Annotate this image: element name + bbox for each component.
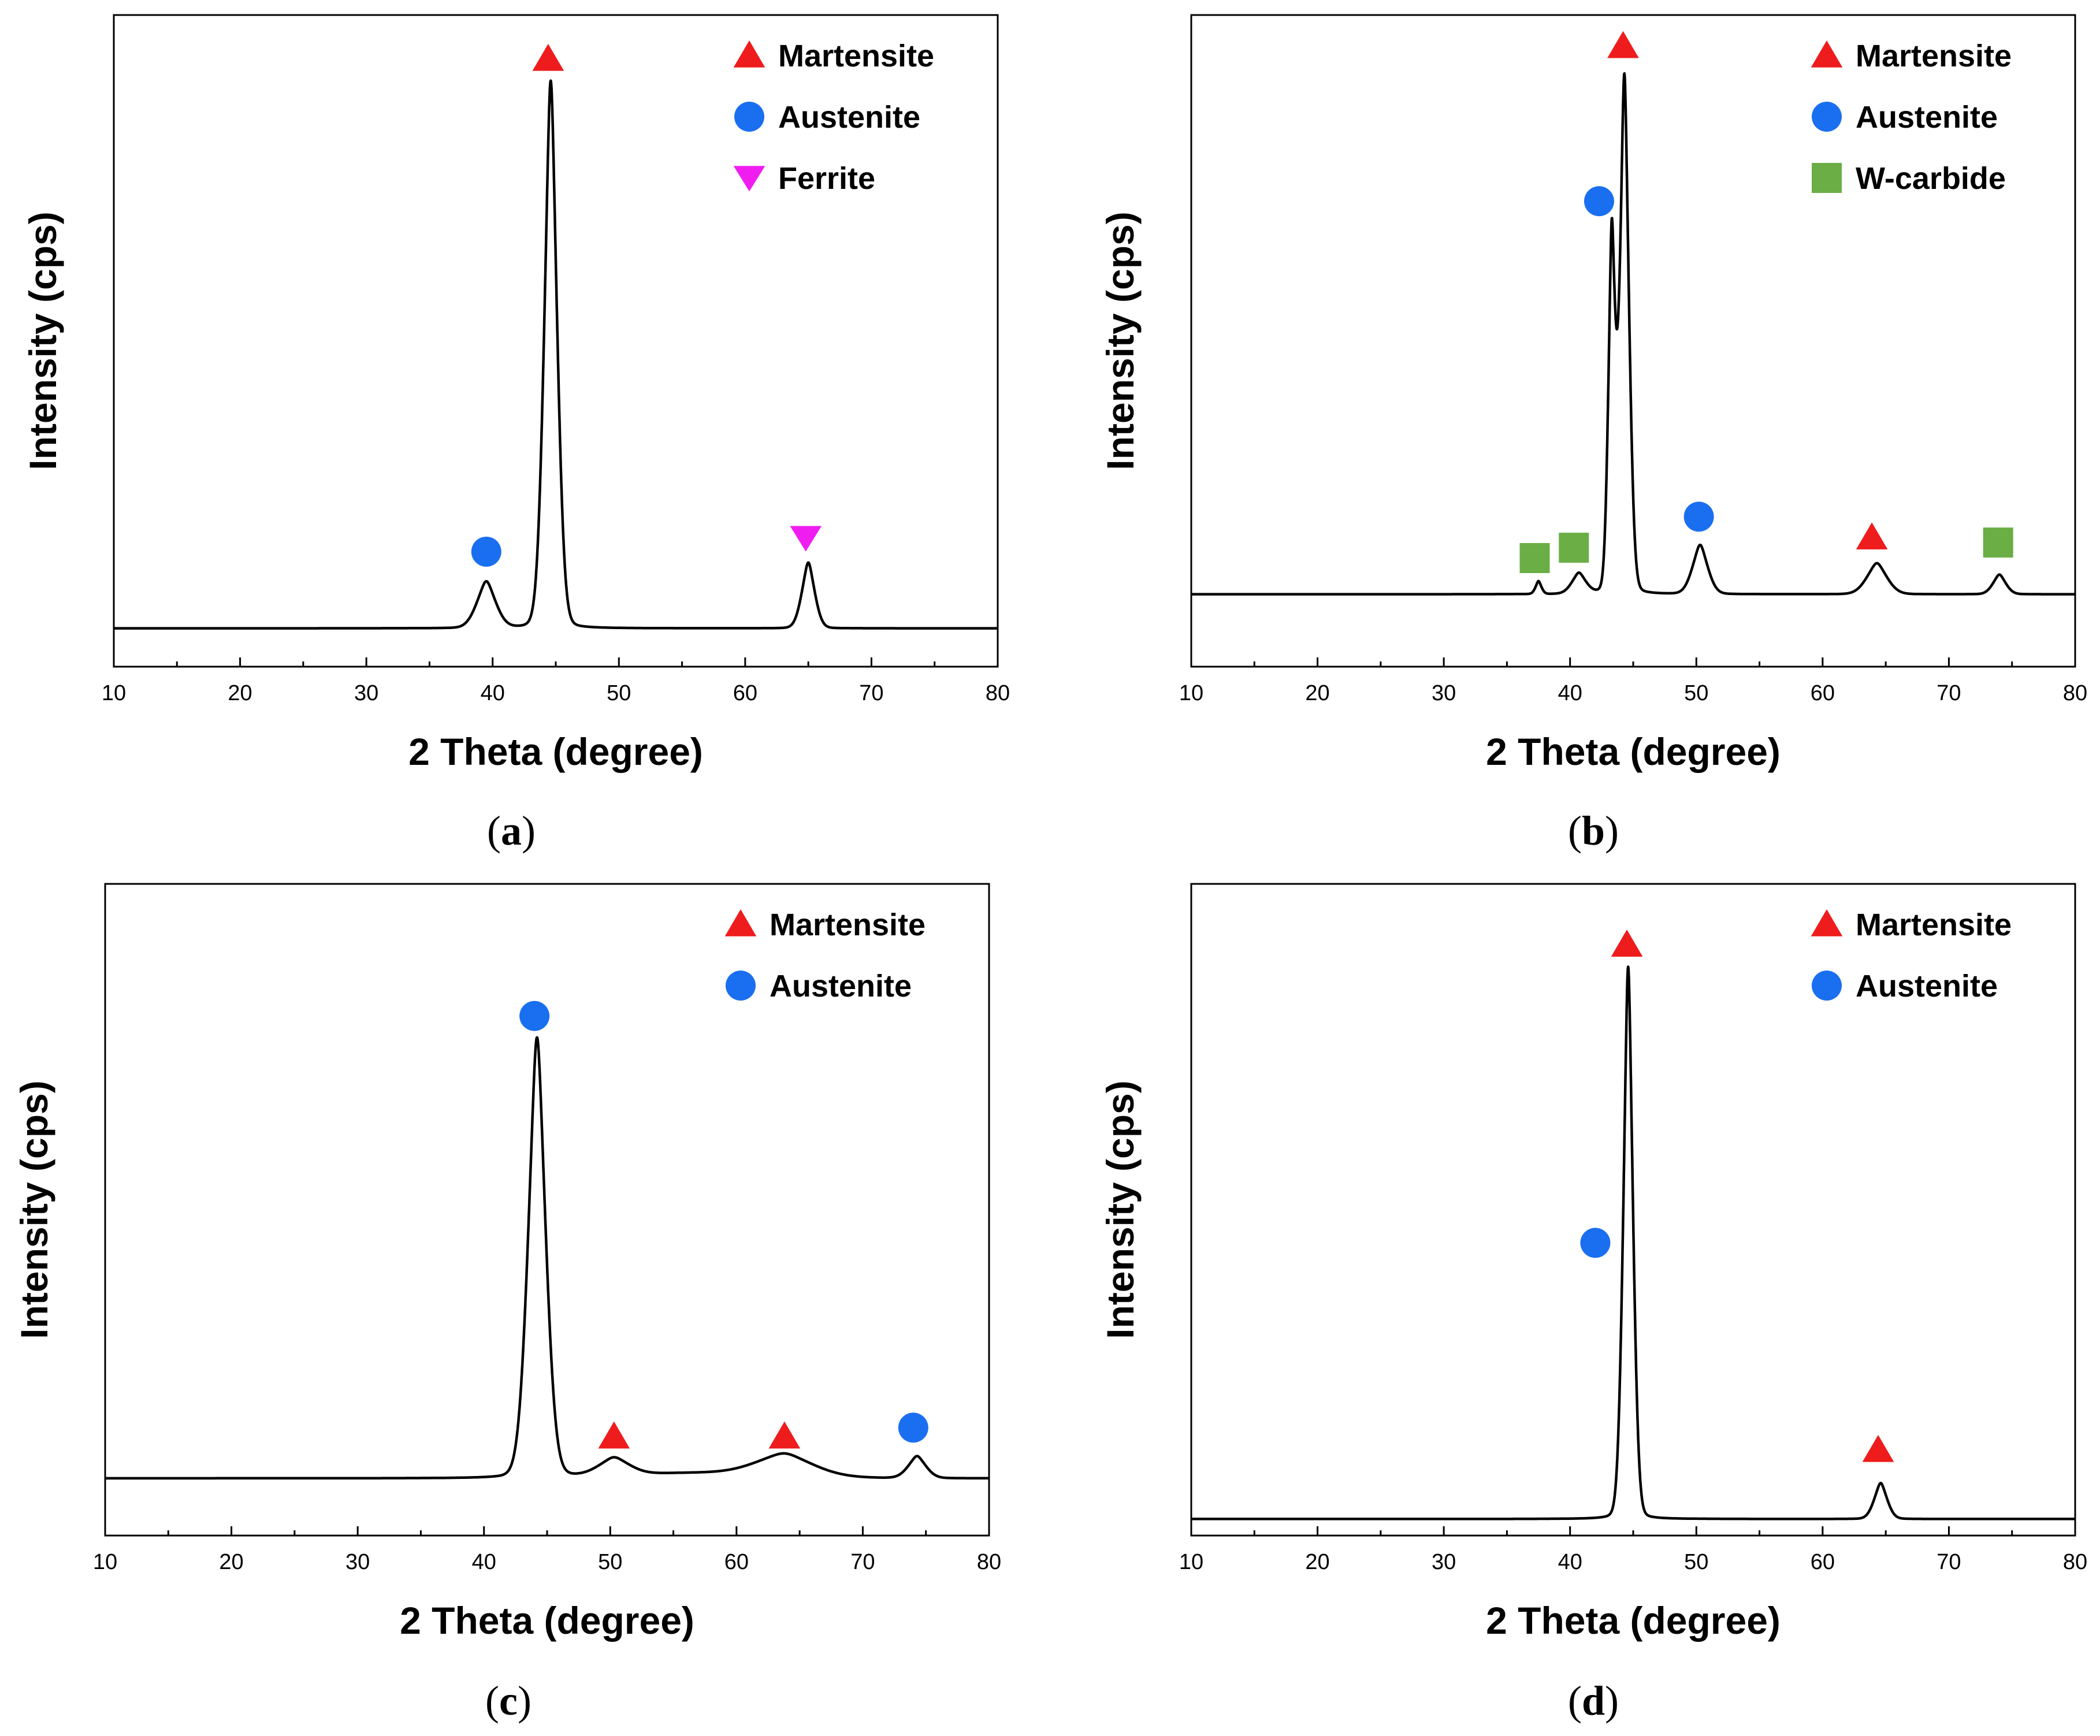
austenite-peak-marker xyxy=(1584,186,1614,217)
panel-caption: (d) xyxy=(1568,1678,1619,1724)
x-tick-label: 10 xyxy=(93,1550,117,1574)
austenite-peak-marker xyxy=(471,536,501,567)
x-tick-label: 60 xyxy=(1811,1550,1835,1574)
w-carbide-peak-marker xyxy=(1559,533,1589,563)
legend-label: W-carbide xyxy=(1856,161,2006,196)
chart-panel-a: 10 20 30 40 50 60 70 80 2 Theta (degree) Intensit… xyxy=(21,14,1010,854)
legend-label: Martensite xyxy=(1856,908,2012,942)
x-tick-label: 30 xyxy=(354,681,378,705)
xrd-pattern-line xyxy=(1190,965,2076,1521)
legend-label: Martensite xyxy=(1856,39,2012,73)
x-tick-label: 40 xyxy=(1558,681,1582,705)
legend-label: Austenite xyxy=(770,969,912,1003)
legend-marker-austenite xyxy=(1812,102,1842,132)
y-axis-title: Intensity (cps) xyxy=(1099,211,1142,470)
legend-marker-w-carbide xyxy=(1812,163,1842,193)
x-tick-label: 80 xyxy=(2063,681,2087,705)
y-axis-title: Intensity (cps) xyxy=(1099,1080,1142,1339)
martensite-peak-marker xyxy=(1862,1434,1894,1462)
martensite-peak-marker xyxy=(1611,930,1643,957)
xrd-pattern-line xyxy=(104,1036,990,1480)
legend-marker-austenite xyxy=(1812,971,1842,1001)
x-axis-title: 2 Theta (degree) xyxy=(1486,1599,1781,1642)
x-tick-label: 60 xyxy=(724,1550,749,1574)
panel-letter: b xyxy=(1582,808,1605,854)
x-tick-label: 10 xyxy=(102,681,126,705)
austenite-peak-marker xyxy=(1683,501,1714,532)
x-tick-label: 20 xyxy=(1305,681,1329,705)
ferrite-peak-marker xyxy=(790,526,822,552)
w-carbide-peak-marker xyxy=(1519,543,1550,573)
x-tick-label: 80 xyxy=(986,681,1010,705)
legend-marker-martensite xyxy=(1811,40,1843,68)
martensite-peak-marker xyxy=(1607,31,1639,58)
x-tick-label: 50 xyxy=(598,1550,622,1574)
x-tick-label: 40 xyxy=(472,1550,496,1574)
chart-panel-b: 10 20 30 40 50 60 70 80 2 Theta (degree) Intensit… xyxy=(1099,14,2087,854)
x-axis-title: 2 Theta (degree) xyxy=(400,1599,694,1642)
x-tick-label: 30 xyxy=(1432,681,1456,705)
legend-label: Martensite xyxy=(778,39,934,73)
austenite-peak-marker xyxy=(519,1001,550,1031)
x-tick-label: 40 xyxy=(481,681,505,705)
panel-caption: (b) xyxy=(1568,808,1619,854)
x-tick-label: 70 xyxy=(1937,1550,1961,1574)
panel-letter: a xyxy=(501,808,522,854)
legend-label: Austenite xyxy=(778,100,920,135)
martensite-peak-marker xyxy=(1856,522,1888,549)
xrd-pattern-line xyxy=(1190,72,2076,596)
y-axis-title: Intensity (cps) xyxy=(21,211,64,470)
x-tick-label: 10 xyxy=(1179,681,1203,705)
austenite-peak-marker xyxy=(1580,1228,1611,1258)
panel-caption: (c) xyxy=(485,1678,531,1724)
legend-marker-martensite xyxy=(724,909,757,936)
w-carbide-peak-marker xyxy=(1983,527,2013,558)
legend-marker-austenite xyxy=(734,102,764,132)
legend-label: Martensite xyxy=(770,908,926,942)
x-tick-label: 80 xyxy=(977,1550,1001,1574)
x-tick-label: 40 xyxy=(1558,1550,1582,1574)
x-tick-label: 50 xyxy=(1684,681,1708,705)
y-axis-title: Intensity (cps) xyxy=(13,1080,55,1339)
x-tick-label: 50 xyxy=(607,681,631,705)
x-tick-label: 20 xyxy=(219,1550,243,1574)
x-tick-label: 20 xyxy=(228,681,252,705)
x-tick-label: 60 xyxy=(1811,681,1835,705)
xrd-pattern-line xyxy=(113,79,999,630)
panel-caption: (a) xyxy=(487,808,536,854)
x-tick-label: 30 xyxy=(1432,1550,1456,1574)
martensite-peak-marker xyxy=(598,1421,630,1449)
x-tick-label: 80 xyxy=(2063,1550,2087,1574)
legend-label: Austenite xyxy=(1856,100,1998,135)
x-tick-label: 20 xyxy=(1305,1550,1329,1574)
austenite-peak-marker xyxy=(898,1412,928,1443)
x-tick-label: 70 xyxy=(850,1550,875,1574)
legend-label: Ferrite xyxy=(778,161,875,196)
panel-letter: d xyxy=(1582,1678,1605,1724)
martensite-peak-marker xyxy=(532,43,564,71)
legend-marker-martensite xyxy=(733,40,765,68)
martensite-peak-marker xyxy=(768,1421,801,1449)
panel-letter: c xyxy=(499,1678,518,1724)
x-axis-title: 2 Theta (degree) xyxy=(1486,730,1781,773)
legend-marker-austenite xyxy=(726,971,756,1001)
x-tick-label: 50 xyxy=(1684,1550,1708,1574)
x-tick-label: 70 xyxy=(859,681,883,705)
x-axis-title: 2 Theta (degree) xyxy=(408,730,703,773)
x-tick-label: 30 xyxy=(345,1550,370,1574)
legend-marker-ferrite xyxy=(733,166,765,192)
x-tick-label: 60 xyxy=(733,681,757,705)
legend-label: Austenite xyxy=(1856,969,1998,1003)
legend-marker-martensite xyxy=(1811,909,1843,936)
x-tick-label: 70 xyxy=(1937,681,1961,705)
x-tick-label: 10 xyxy=(1179,1550,1203,1574)
chart-panel-d: 10 20 30 40 50 60 70 80 2 Theta (degree) Intensit… xyxy=(1099,883,2087,1724)
chart-panel-c: 10 20 30 40 50 60 70 80 2 Theta (degree) Intensit… xyxy=(13,883,1001,1724)
